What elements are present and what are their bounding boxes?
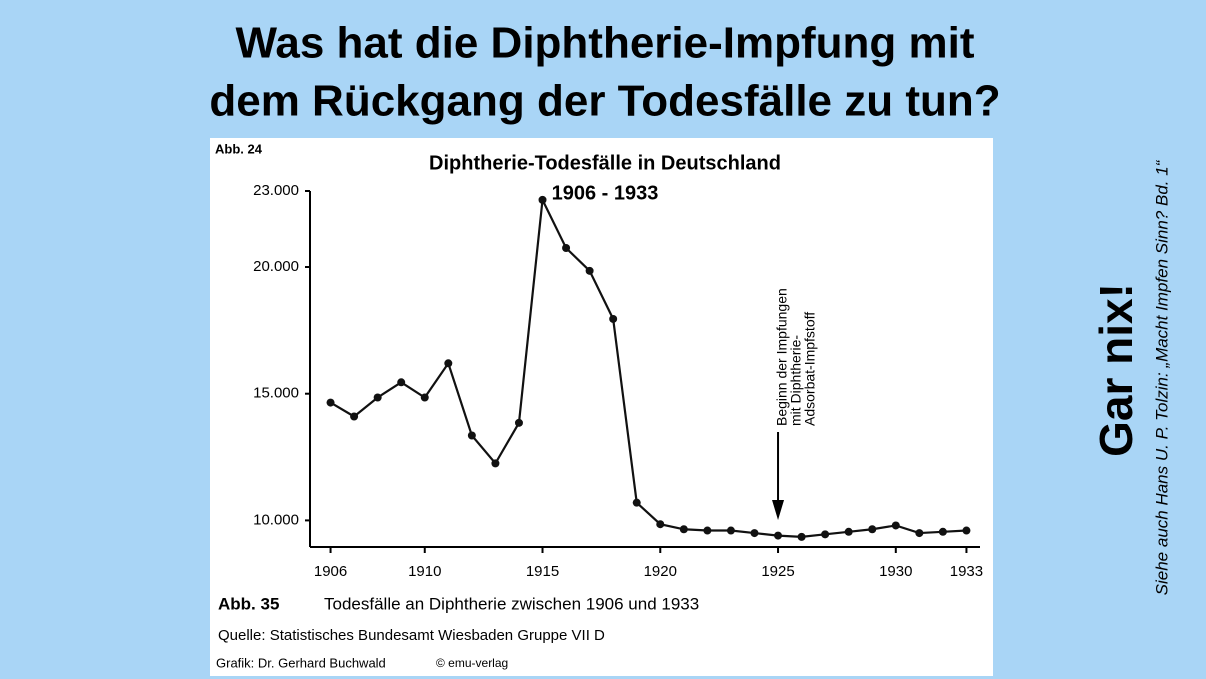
x-tick-label: 1906 <box>314 563 347 580</box>
caption-text: Todesfälle an Diphtherie zwischen 1906 u… <box>324 594 699 613</box>
data-point <box>797 532 806 541</box>
data-point <box>491 459 500 468</box>
annotation-text: mit Diphtherie- <box>788 335 804 426</box>
data-point <box>514 418 523 427</box>
data-point <box>562 244 571 253</box>
annotation-text: Beginn der Impfungen <box>774 288 790 426</box>
caption-label: Abb. 35 <box>218 594 279 613</box>
data-point <box>703 526 712 535</box>
x-tick-label: 1920 <box>644 563 677 580</box>
data-point <box>750 529 759 538</box>
x-tick-label: 1910 <box>408 563 441 580</box>
data-point <box>632 498 641 507</box>
x-tick-label: 1925 <box>761 563 794 580</box>
credit: © emu-verlag <box>436 656 508 670</box>
slide-title: dem Rückgang der Todesfälle zu tun? <box>209 77 1000 126</box>
chart-panel <box>210 138 993 676</box>
y-tick-label: 23.000 <box>253 182 299 199</box>
side-heading: Gar nix! <box>1090 283 1142 457</box>
credit: Grafik: Dr. Gerhard Buchwald <box>216 655 386 670</box>
side-reference: Siehe auch Hans U. P. Tolzin: „Macht Imp… <box>1152 159 1171 595</box>
data-point <box>420 393 429 402</box>
y-tick-label: 15.000 <box>253 385 299 402</box>
slide-title: Was hat die Diphtherie-Impfung mit <box>235 19 974 68</box>
y-tick-label: 20.000 <box>253 258 299 275</box>
data-point <box>609 314 618 323</box>
data-point <box>467 431 476 440</box>
figure-label: Abb. 24 <box>215 141 263 156</box>
data-point <box>656 520 665 529</box>
data-point <box>397 378 406 387</box>
annotation-arrowhead <box>772 500 785 520</box>
data-point <box>891 521 900 530</box>
data-point <box>350 412 359 421</box>
x-tick-label: 1915 <box>526 563 559 580</box>
data-point <box>373 393 382 402</box>
data-point <box>844 527 853 536</box>
data-point <box>868 525 877 534</box>
data-point <box>444 359 453 368</box>
data-point <box>962 526 971 535</box>
data-point <box>915 529 924 538</box>
annotation-text: Adsorbat-Impfstoff <box>802 312 818 426</box>
y-tick-label: 10.000 <box>253 511 299 528</box>
x-tick-label: 1930 <box>879 563 912 580</box>
data-point <box>774 531 783 540</box>
chart-title: 1906 - 1933 <box>552 182 659 204</box>
series-line <box>329 195 967 538</box>
data-point <box>726 526 735 535</box>
data-point <box>679 525 688 534</box>
data-point <box>538 195 547 204</box>
data-point <box>938 527 947 536</box>
chart-title: Diphtherie-Todesfälle in Deutschland <box>429 152 781 174</box>
x-tick-label: 1933 <box>950 563 983 580</box>
data-point <box>585 266 594 275</box>
data-point <box>326 398 335 407</box>
data-point <box>821 530 830 539</box>
source: Quelle: Statistisches Bundesamt Wiesbade… <box>218 627 605 644</box>
